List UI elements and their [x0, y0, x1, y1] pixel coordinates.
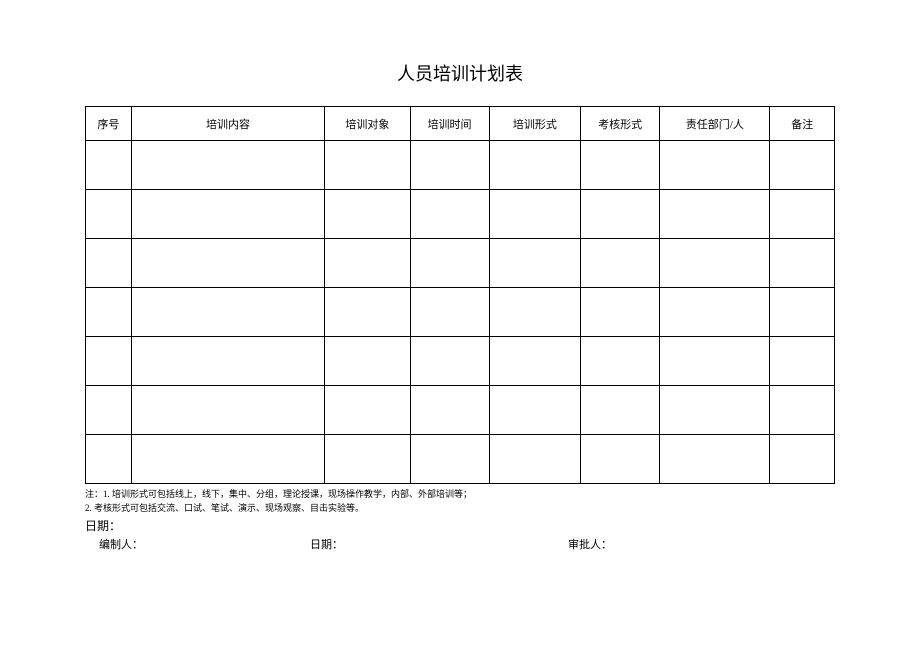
- col-header-target: 培训对象: [325, 107, 410, 141]
- footer-date-label: 日期：: [310, 536, 568, 552]
- table-row: [86, 435, 835, 484]
- table-row: [86, 337, 835, 386]
- date-label: 日期：: [85, 517, 835, 534]
- footer-line: 编制人： 日期： 审批人：: [85, 536, 835, 552]
- col-header-assess: 考核形式: [581, 107, 660, 141]
- table-body: [86, 141, 835, 484]
- table-row: [86, 141, 835, 190]
- note-line-1: 注：1. 培训形式可包括线上，线下，集中、分组，理论授课，现场操作教学，内部、外…: [85, 488, 835, 502]
- training-table: 序号 培训内容 培训对象 培训时间 培训形式 考核形式 责任部门/人 备注: [85, 106, 835, 484]
- table-row: [86, 288, 835, 337]
- form-title: 人员培训计划表: [85, 60, 835, 86]
- table-row: [86, 386, 835, 435]
- table-row: [86, 239, 835, 288]
- table-header-row: 序号 培训内容 培训对象 培训时间 培训形式 考核形式 责任部门/人 备注: [86, 107, 835, 141]
- col-header-remark: 备注: [770, 107, 835, 141]
- col-header-format: 培训形式: [489, 107, 581, 141]
- approver-label: 审批人：: [568, 536, 835, 552]
- note-line-2: 2. 考核形式可包括交流、口试、笔试、演示、现场观察、目击实验等。: [85, 502, 835, 516]
- col-header-seq: 序号: [86, 107, 132, 141]
- notes-block: 注：1. 培训形式可包括线上，线下，集中、分组，理论授课，现场操作教学，内部、外…: [85, 488, 835, 515]
- creator-label: 编制人：: [85, 536, 310, 552]
- col-header-time: 培训时间: [410, 107, 489, 141]
- col-header-content: 培训内容: [131, 107, 324, 141]
- table-row: [86, 190, 835, 239]
- col-header-dept: 责任部门/人: [660, 107, 770, 141]
